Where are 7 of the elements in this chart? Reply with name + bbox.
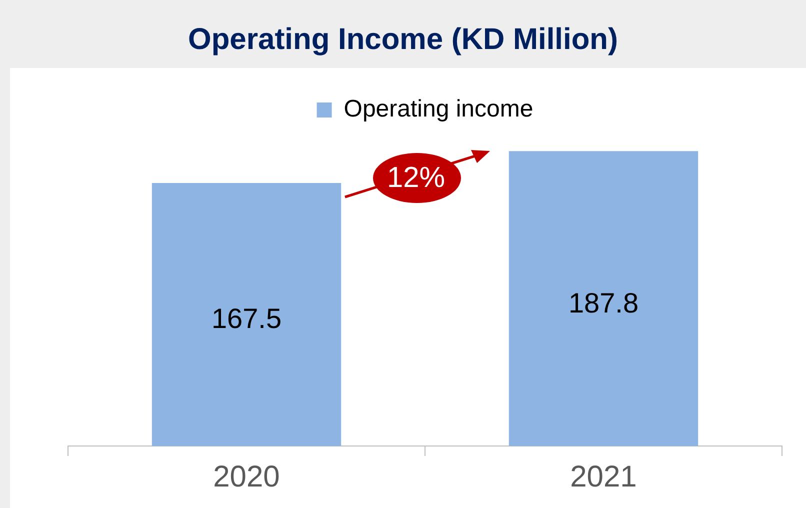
annotation: 12% — [386, 161, 446, 196]
data-label: 167.5 — [211, 303, 282, 334]
legend-label: Operating income — [344, 96, 534, 123]
x-tick-label: 2021 — [570, 460, 637, 494]
data-label: 187.8 — [568, 287, 639, 318]
chart-title: Operating Income (KD Million) — [186, 22, 619, 58]
x-tick-label: 2020 — [213, 460, 280, 494]
